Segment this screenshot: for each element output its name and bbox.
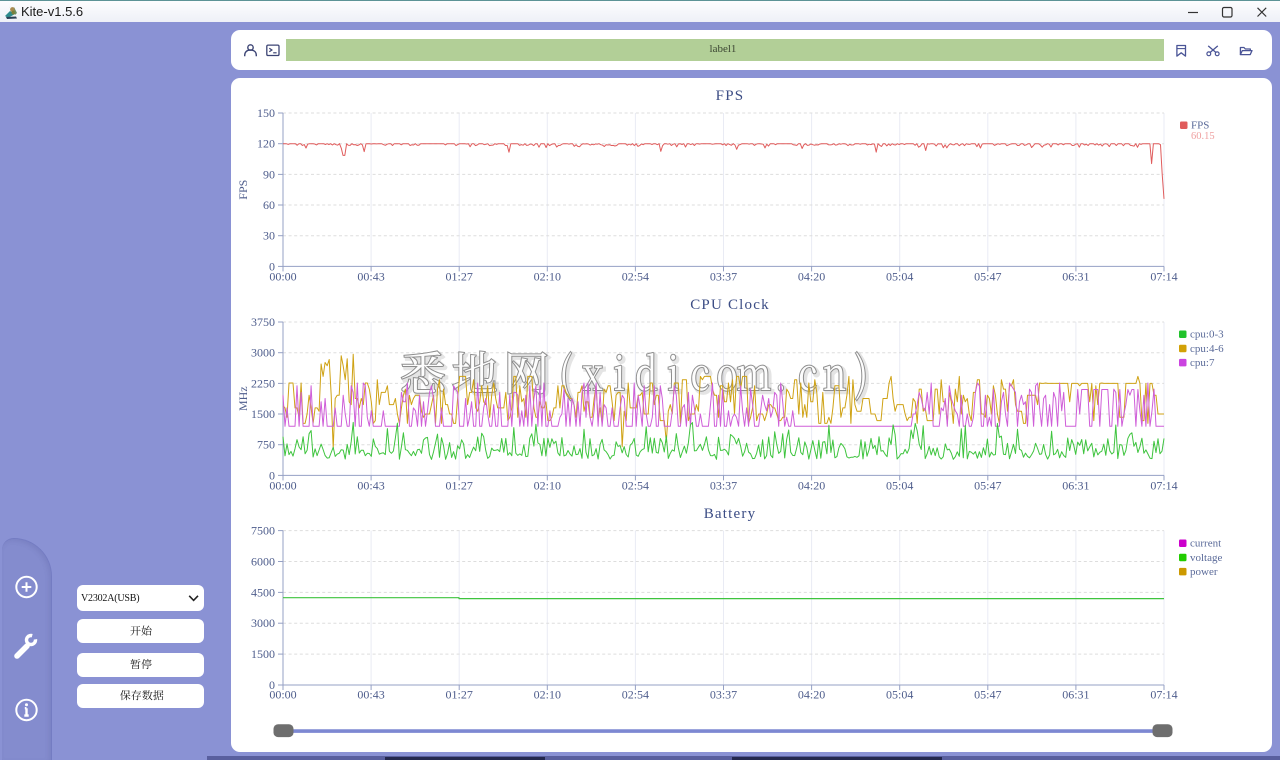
- svg-text:2250: 2250: [251, 376, 275, 390]
- svg-text:00:00: 00:00: [269, 479, 296, 493]
- svg-text:3750: 3750: [251, 315, 275, 329]
- svg-text:02:54: 02:54: [622, 270, 649, 284]
- svg-text:0: 0: [269, 468, 275, 482]
- svg-text:02:10: 02:10: [534, 688, 561, 702]
- svg-text:0: 0: [269, 678, 275, 692]
- svg-text:6000: 6000: [251, 555, 275, 569]
- svg-text:03:37: 03:37: [710, 688, 737, 702]
- svg-text:120: 120: [257, 137, 275, 151]
- svg-text:FPS: FPS: [236, 180, 250, 200]
- svg-text:00:00: 00:00: [269, 688, 296, 702]
- svg-text:FPS: FPS: [716, 88, 745, 104]
- svg-text:07:14: 07:14: [1150, 270, 1177, 284]
- svg-text:00:00: 00:00: [269, 270, 296, 284]
- svg-text:05:04: 05:04: [886, 479, 913, 493]
- svg-text:05:47: 05:47: [974, 688, 1001, 702]
- svg-text:07:14: 07:14: [1150, 688, 1177, 702]
- svg-text:1500: 1500: [251, 647, 275, 661]
- svg-text:04:20: 04:20: [798, 270, 825, 284]
- svg-text:60.15: 60.15: [1191, 131, 1215, 142]
- svg-text:01:27: 01:27: [446, 479, 473, 493]
- svg-text:03:37: 03:37: [710, 270, 737, 284]
- svg-text:30: 30: [263, 229, 275, 243]
- svg-text:7500: 7500: [251, 524, 275, 538]
- svg-text:05:47: 05:47: [974, 479, 1001, 493]
- svg-text:1500: 1500: [251, 407, 275, 421]
- svg-text:04:20: 04:20: [798, 688, 825, 702]
- svg-text:02:54: 02:54: [622, 688, 649, 702]
- svg-text:4500: 4500: [251, 585, 275, 599]
- svg-text:voltage: voltage: [1190, 552, 1222, 564]
- svg-text:01:27: 01:27: [446, 270, 473, 284]
- svg-text:cpu:0-3: cpu:0-3: [1190, 329, 1224, 341]
- svg-text:06:31: 06:31: [1062, 479, 1089, 493]
- svg-text:3000: 3000: [251, 616, 275, 630]
- svg-text:power: power: [1190, 566, 1218, 578]
- svg-text:02:54: 02:54: [622, 479, 649, 493]
- svg-text:750: 750: [257, 438, 275, 452]
- svg-text:MHz: MHz: [236, 386, 250, 411]
- svg-text:05:47: 05:47: [974, 270, 1001, 284]
- svg-text:04:20: 04:20: [798, 479, 825, 493]
- svg-text:CPU Clock: CPU Clock: [690, 297, 770, 313]
- svg-text:00:43: 00:43: [357, 270, 384, 284]
- svg-text:60: 60: [263, 198, 275, 212]
- svg-text:01:27: 01:27: [446, 688, 473, 702]
- svg-text:current: current: [1190, 538, 1221, 550]
- svg-text:00:43: 00:43: [357, 688, 384, 702]
- svg-text:cpu:4-6: cpu:4-6: [1190, 343, 1224, 355]
- svg-text:06:31: 06:31: [1062, 270, 1089, 284]
- svg-text:FPS: FPS: [1191, 120, 1209, 132]
- svg-text:0: 0: [269, 259, 275, 273]
- svg-text:02:10: 02:10: [534, 479, 561, 493]
- svg-text:05:04: 05:04: [886, 688, 913, 702]
- svg-text:02:10: 02:10: [534, 270, 561, 284]
- svg-text:07:14: 07:14: [1150, 479, 1177, 493]
- svg-text:00:43: 00:43: [357, 479, 384, 493]
- svg-text:90: 90: [263, 167, 275, 181]
- svg-text:cpu:7: cpu:7: [1190, 357, 1215, 369]
- svg-text:03:37: 03:37: [710, 479, 737, 493]
- svg-text:06:31: 06:31: [1062, 688, 1089, 702]
- svg-text:150: 150: [257, 106, 275, 120]
- svg-text:05:04: 05:04: [886, 270, 913, 284]
- svg-text:3000: 3000: [251, 346, 275, 360]
- svg-text:Battery: Battery: [704, 506, 757, 522]
